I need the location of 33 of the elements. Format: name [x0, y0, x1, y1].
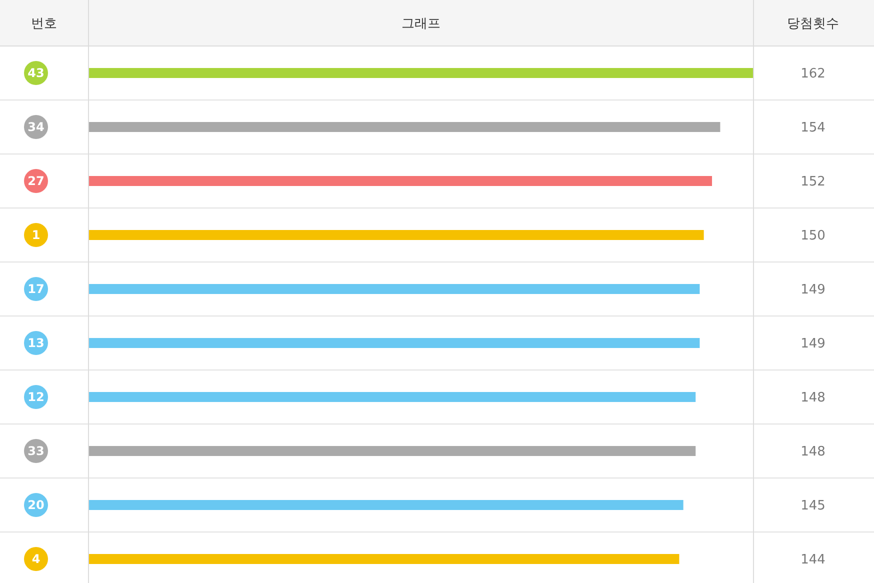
bar — [89, 338, 700, 348]
y-tick-label: 17 — [28, 282, 44, 296]
data-label: 144 — [800, 552, 826, 568]
y-axis-title: 번호 — [31, 16, 57, 32]
data-label: 148 — [800, 390, 826, 406]
data-label: 145 — [800, 498, 826, 514]
data-label: 154 — [800, 120, 826, 136]
data-label: 152 — [800, 174, 826, 190]
bar — [89, 68, 753, 78]
bar — [89, 284, 700, 294]
bar — [89, 122, 720, 132]
y-tick-label: 12 — [28, 390, 44, 404]
y-tick-label: 33 — [28, 444, 44, 458]
x-axis-title: 그래프 — [402, 16, 440, 32]
text: 당첨횟수 — [787, 16, 839, 32]
bar — [89, 554, 680, 564]
bar — [89, 500, 684, 510]
data-label: 162 — [800, 66, 826, 82]
data-label: 149 — [800, 336, 826, 352]
bar — [89, 446, 696, 456]
data-label: 150 — [800, 228, 826, 244]
y-tick-label: 43 — [28, 66, 44, 80]
y-tick-label: 27 — [28, 174, 44, 188]
bar — [89, 230, 704, 240]
data-label: 149 — [800, 282, 826, 298]
data-label: 148 — [800, 444, 826, 460]
y-tick-label: 20 — [28, 498, 44, 512]
y-tick-label: 4 — [32, 552, 40, 566]
y-tick-label: 1 — [32, 228, 40, 242]
y-tick-label: 34 — [28, 120, 44, 134]
bar — [89, 392, 696, 402]
bar — [89, 176, 712, 186]
y-tick-label: 13 — [28, 336, 44, 350]
